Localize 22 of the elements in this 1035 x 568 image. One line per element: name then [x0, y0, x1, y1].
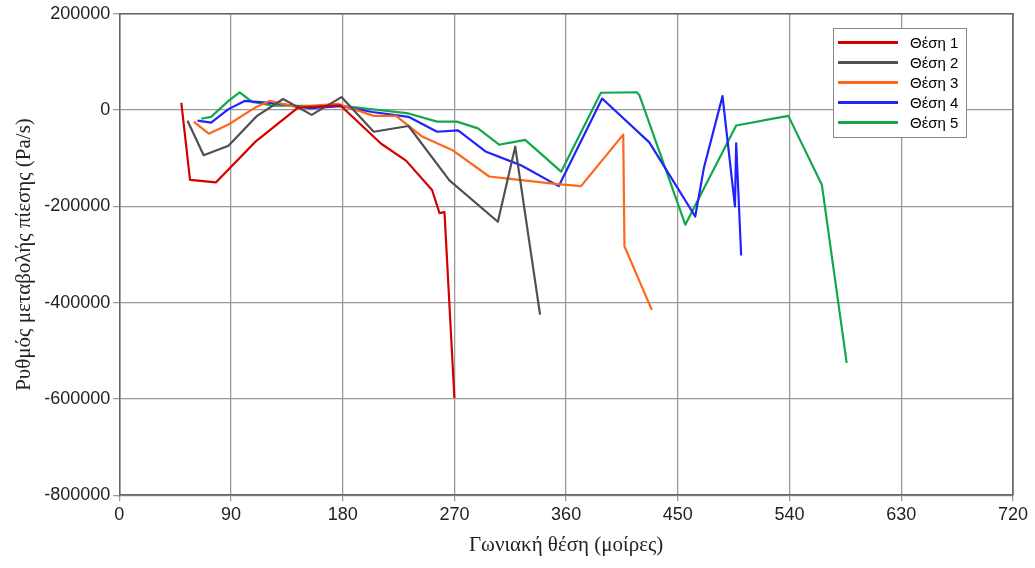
x-tick-label: 540 [774, 503, 805, 524]
y-tick-label: -200000 [44, 195, 111, 216]
y-tick-label: -800000 [44, 484, 111, 505]
legend-label: Θέση 1 [910, 34, 959, 52]
legend-label: Θέση 5 [910, 114, 959, 132]
y-tick-label: 200000 [50, 2, 111, 23]
x-axis-title: Γωνιακή θέση (μοίρες) [468, 531, 664, 556]
legend-label: Θέση 3 [910, 74, 959, 92]
x-tick-label: 270 [439, 503, 470, 524]
y-tick-label: -600000 [44, 387, 111, 408]
x-tick-label: 180 [327, 503, 358, 524]
y-axis-title: Ρυθμός μεταβολής πίεσης (Pa/s) [11, 118, 36, 391]
x-tick-label: 720 [997, 503, 1029, 524]
x-tick-label: 450 [662, 503, 693, 524]
x-tick-label: 90 [220, 503, 241, 524]
legend-label: Θέση 4 [910, 94, 959, 112]
x-tick-label: 0 [114, 503, 125, 524]
legend-label: Θέση 2 [910, 54, 959, 72]
y-tick-label: -400000 [44, 291, 111, 312]
x-tick-label: 360 [551, 503, 582, 524]
y-tick-label: 0 [100, 99, 111, 120]
x-tick-label: 630 [886, 503, 917, 524]
